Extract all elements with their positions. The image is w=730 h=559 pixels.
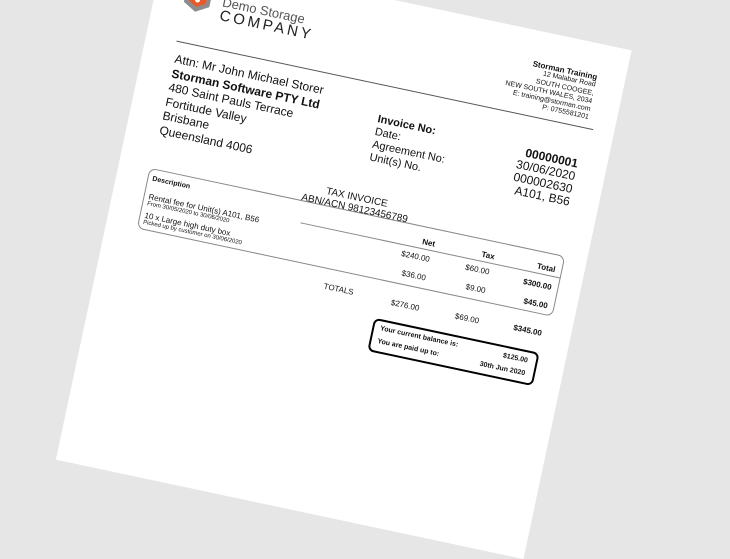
invoice-values: 00000001 30/06/2020 000002630 A101, B56 (509, 145, 579, 209)
recipient-address: Attn: Mr John Michael Storer Storman Sof… (158, 52, 325, 169)
invoice-labels: Invoice No: Date: Agreement No: Unit(s) … (368, 113, 451, 179)
totals-total: $345.00 (512, 322, 543, 338)
company-logo-icon (183, 0, 213, 12)
totals-label: TOTALS (322, 281, 355, 297)
totals-tax: $69.00 (454, 311, 480, 326)
totals-net: $276.00 (390, 297, 421, 313)
balance-value: $125.00 (502, 352, 529, 365)
invoice-page: Demo Storage COMPANY Storman Training 12… (55, 0, 632, 559)
paid-up-value: 30th Jun 2020 (478, 360, 526, 378)
